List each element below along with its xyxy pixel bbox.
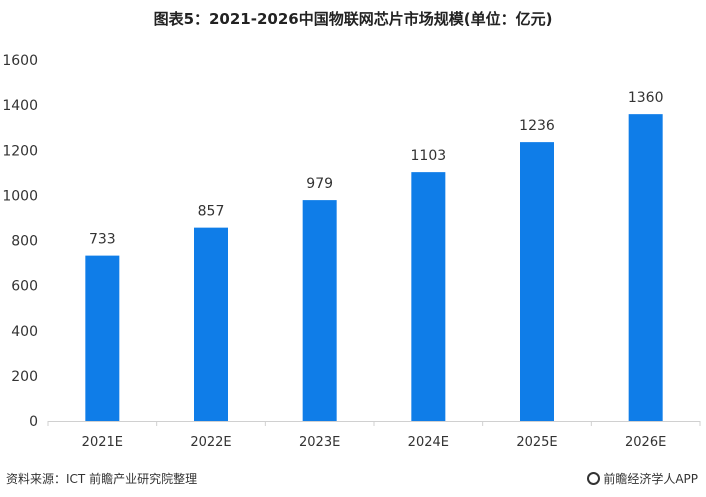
- y-tick-label: 1200: [2, 143, 38, 159]
- bar: [411, 172, 446, 421]
- bar: [520, 142, 554, 421]
- brand-footer: 前瞻经济学人APP: [587, 470, 698, 487]
- data-label: 1103: [411, 148, 447, 164]
- bar: [628, 114, 663, 422]
- bar: [85, 255, 120, 421]
- y-tick-label: 1600: [2, 53, 38, 69]
- brand-logo-icon: [587, 472, 601, 485]
- data-label: 733: [89, 232, 116, 248]
- x-tick-label: 2023E: [299, 435, 340, 450]
- brand-name: 前瞻经济学人APP: [603, 472, 698, 486]
- data-label: 1360: [628, 90, 664, 106]
- y-tick-label: 1000: [2, 188, 38, 204]
- y-tick-label: 1400: [2, 98, 38, 114]
- y-tick-label: 600: [11, 279, 38, 295]
- x-tick-label: 2025E: [516, 435, 557, 450]
- y-tick-label: 200: [11, 369, 38, 385]
- data-label: 979: [306, 176, 333, 192]
- y-tick-label: 400: [11, 324, 38, 340]
- x-tick-label: 2026E: [625, 435, 666, 450]
- x-tick-label: 2024E: [408, 435, 449, 450]
- bar: [302, 200, 337, 421]
- y-tick-label: 0: [29, 414, 38, 430]
- chart-title: 图表5：2021-2026中国物联网芯片市场规模(单位：亿元): [153, 10, 553, 28]
- y-tick-label: 800: [11, 234, 38, 250]
- data-label: 857: [198, 204, 225, 220]
- source-note: 资料来源：ICT 前瞻产业研究院整理: [6, 472, 198, 486]
- data-label: 1236: [519, 118, 555, 134]
- x-tick-label: 2022E: [190, 435, 231, 450]
- x-tick-label: 2021E: [82, 435, 123, 450]
- bar: [194, 227, 228, 421]
